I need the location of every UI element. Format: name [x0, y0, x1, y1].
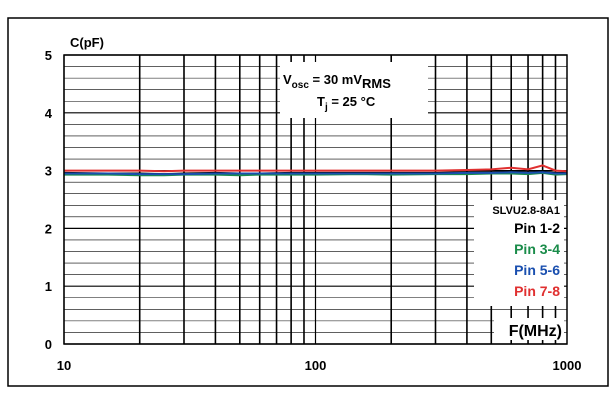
y-tick-label: 0 [45, 337, 52, 352]
legend-entry: Pin 3-4 [514, 241, 560, 257]
x-axis-title-background [494, 318, 564, 340]
plot-frame [63, 54, 568, 345]
legend-entry: Pin 1-2 [514, 220, 560, 236]
tj-symbol: T [317, 94, 325, 109]
y-tick-label: 3 [45, 164, 52, 179]
legend-entry: Pin 7-8 [514, 283, 560, 299]
tj-value: = 25 °C [328, 94, 376, 109]
y-tick-label: 5 [45, 48, 52, 63]
x-axis-title-group: F(MHz) [494, 318, 564, 340]
vosc-unit-subscript: RMS [362, 76, 391, 91]
legend-background [474, 200, 564, 306]
series-line-pin-5-6 [64, 171, 567, 176]
conditions-annotation: Vosc = 30 mVRMS Tj = 25 °C [280, 62, 428, 118]
vosc-subscript: osc [292, 80, 310, 91]
series-layer [63, 164, 568, 177]
y-axis-title: C(pF) [70, 35, 104, 50]
annotation-tj: Tj = 25 °C [317, 94, 376, 113]
x-tick-label: 100 [305, 358, 327, 373]
x-tick-labels: 10 100 1000 [57, 358, 582, 373]
annotation-vosc: Vosc = 30 mVRMS [283, 72, 391, 91]
tj-subscript: j [324, 102, 328, 113]
legend-entries: Pin 1-2 Pin 3-4 Pin 5-6 Pin 7-8 [514, 220, 560, 299]
vosc-symbol: V [283, 72, 292, 87]
annotation-background [280, 62, 428, 118]
x-tick-label: 10 [57, 358, 71, 373]
x-axis-title: F(MHz) [509, 323, 562, 340]
vosc-value: = 30 mV [309, 72, 362, 87]
legend: SLVU2.8-8A1 Pin 1-2 Pin 3-4 Pin 5-6 Pin 7-8 [474, 200, 564, 306]
y-tick-label: 4 [45, 106, 53, 121]
x-tick-label: 1000 [553, 358, 582, 373]
y-tick-label: 1 [45, 279, 52, 294]
series-line-pin-7-8 [64, 164, 568, 173]
legend-title: SLVU2.8-8A1 [492, 205, 560, 217]
y-tick-labels: 0 1 2 3 4 5 [45, 48, 53, 352]
legend-entry: Pin 5-6 [514, 262, 560, 278]
outer-frame [7, 17, 609, 387]
y-tick-label: 2 [45, 221, 52, 236]
